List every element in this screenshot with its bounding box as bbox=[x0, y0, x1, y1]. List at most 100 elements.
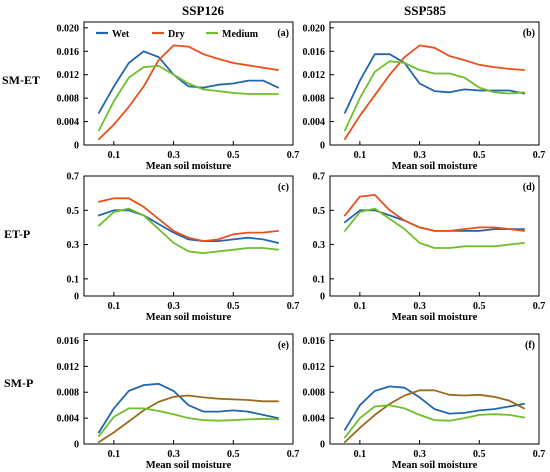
panel-c-series-medium bbox=[98, 207, 280, 255]
panel-d-x-tick-label: 0.7 bbox=[533, 301, 546, 312]
panel-a-x-tick-label: 0.5 bbox=[227, 150, 240, 161]
panel-b-x-tick-label: 0.7 bbox=[533, 150, 546, 161]
panel-e-y-tick-label: 0 bbox=[74, 440, 79, 451]
row-label-sm-p: SM-P bbox=[4, 376, 33, 390]
panel-d-y-tick-label: 0.1 bbox=[313, 274, 326, 285]
panel-b-y-tick-label: 0.012 bbox=[303, 70, 326, 81]
panel-e: 0.1 0.3 0.5 0.7 0 0.004 0.008 0.012 0.016 Mean so… bbox=[57, 333, 300, 471]
panel-d-x-tick-label: 0.3 bbox=[413, 301, 426, 312]
panel-d-x-tick-label: 0.5 bbox=[473, 301, 486, 312]
panel-f-y-tick-label: 0.016 bbox=[303, 336, 326, 347]
panel-a-series-dry bbox=[98, 44, 280, 141]
panel-a-y-tick-label: 0.008 bbox=[57, 94, 80, 105]
panel-f-y-tick-label: 0 bbox=[320, 440, 325, 451]
panel-b-series-dry bbox=[343, 44, 525, 141]
panel-b-series-wet bbox=[343, 53, 525, 114]
panel-f-series-dry bbox=[343, 389, 525, 444]
column-title-ssp585: SSP585 bbox=[404, 3, 446, 18]
panel-b-x-tick-label: 0.3 bbox=[413, 150, 426, 161]
panel-c-x-tick-label: 0.3 bbox=[167, 301, 180, 312]
panel-a-y-tick-label: 0.004 bbox=[57, 117, 80, 128]
panel-b-y-tick-label: 0.016 bbox=[303, 47, 326, 58]
legend-label-dry: Dry bbox=[168, 29, 185, 40]
panel-f-x-tick-label: 0.7 bbox=[533, 449, 546, 460]
panel-b-y-tick-label: 0.020 bbox=[303, 23, 326, 34]
panel-c-x-tick-label: 0.7 bbox=[287, 301, 300, 312]
panel-d-x-tick-label: 0.1 bbox=[354, 301, 367, 312]
panel-a-series-wet bbox=[98, 50, 280, 114]
panel-c-y-tick-label: 0.3 bbox=[67, 240, 80, 251]
panel-a-x-tick-label: 0.3 bbox=[167, 150, 180, 161]
panel-a-x-tick-label: 0.1 bbox=[108, 150, 121, 161]
panel-a-x-axis-label: Mean soil moisture bbox=[146, 161, 232, 172]
panel-e-series-medium bbox=[98, 407, 280, 438]
panel-e-y-tick-label: 0.016 bbox=[57, 336, 80, 347]
legend-label-wet: Wet bbox=[112, 29, 130, 40]
panel-c: 0.1 0.3 0.5 0.7 0 0.1 0.3 0.5 0.7 Mean soil moist… bbox=[67, 172, 300, 324]
panel-d-series-medium bbox=[343, 207, 525, 249]
panel-f-x-tick-label: 0.1 bbox=[354, 449, 367, 460]
panel-a-y-tick-label: 0 bbox=[74, 141, 79, 152]
panel-c-y-tick-label: 0.1 bbox=[67, 274, 80, 285]
panel-a-y-tick-label: 0.012 bbox=[57, 70, 80, 81]
panel-c-tag: (c) bbox=[278, 182, 289, 193]
panel-d-y-tick-label: 0 bbox=[320, 292, 325, 303]
panel-d-y-tick-label: 0.3 bbox=[313, 240, 326, 251]
panel-b-y-tick-label: 0.008 bbox=[303, 94, 326, 105]
panel-d: 0.1 0.3 0.5 0.7 0 0.1 0.3 0.5 0.7 Mean soil moist… bbox=[313, 172, 546, 324]
panel-b-y-tick-label: 0.004 bbox=[303, 117, 326, 128]
panel-e-y-tick-label: 0.008 bbox=[57, 388, 80, 399]
panel-f-x-tick-label: 0.5 bbox=[473, 449, 486, 460]
legend: Wet Dry Medium bbox=[96, 29, 259, 40]
panel-e-frame bbox=[83, 333, 294, 445]
panel-b-x-tick-label: 0.5 bbox=[473, 150, 486, 161]
panel-c-x-tick-label: 0.1 bbox=[108, 301, 121, 312]
panel-f-y-tick-label: 0.012 bbox=[303, 362, 326, 373]
panel-b-frame bbox=[329, 21, 540, 146]
panel-b-tag: (b) bbox=[523, 28, 535, 39]
row-label-sm-et: SM-ET bbox=[2, 73, 40, 87]
panel-b-x-axis-label: Mean soil moisture bbox=[392, 161, 478, 172]
panel-c-x-axis-label: Mean soil moisture bbox=[146, 312, 232, 323]
panel-e-y-tick-label: 0.012 bbox=[57, 362, 80, 373]
panel-d-y-tick-label: 0.5 bbox=[313, 206, 326, 217]
panel-e-tag: (e) bbox=[278, 340, 289, 351]
panel-c-y-tick-label: 0 bbox=[74, 292, 79, 303]
panel-a-tag: (a) bbox=[277, 28, 289, 39]
panel-b-y-tick-label: 0 bbox=[320, 141, 325, 152]
panel-f-tag: (f) bbox=[525, 340, 535, 351]
panel-c-x-tick-label: 0.5 bbox=[227, 301, 240, 312]
panel-c-series-dry bbox=[98, 197, 280, 243]
panel-e-x-tick-label: 0.3 bbox=[167, 449, 180, 460]
panel-b-series-medium bbox=[343, 60, 525, 132]
panel-b: 0.1 0.3 0.5 0.7 0 0.004 0.008 0.012 0.016 0.020 Me… bbox=[303, 21, 546, 172]
panel-e-series-wet bbox=[98, 382, 280, 434]
panel-b-x-tick-label: 0.1 bbox=[354, 150, 367, 161]
panel-d-series-dry bbox=[343, 193, 525, 232]
panel-f-frame bbox=[329, 333, 540, 445]
panel-a-frame bbox=[83, 21, 294, 146]
panel-a: 0.1 0.3 0.5 0.7 0 0.004 0.008 0.012 0.016 0.020 Me… bbox=[57, 21, 300, 172]
panel-f: 0.1 0.3 0.5 0.7 0 0.004 0.008 0.012 0.016 Mean so… bbox=[303, 333, 546, 471]
panel-a-y-tick-label: 0.016 bbox=[57, 47, 80, 58]
panel-e-y-tick-label: 0.004 bbox=[57, 414, 80, 425]
panel-f-x-tick-label: 0.3 bbox=[413, 449, 426, 460]
panel-c-frame bbox=[83, 175, 294, 297]
panel-d-frame bbox=[329, 175, 540, 297]
panel-f-series-medium bbox=[343, 404, 525, 439]
panel-a-series-medium bbox=[98, 65, 280, 132]
panel-f-series-wet bbox=[343, 385, 525, 431]
panel-e-x-tick-label: 0.7 bbox=[287, 449, 300, 460]
panel-c-series-wet bbox=[98, 209, 280, 244]
panel-c-y-tick-label: 0.5 bbox=[67, 206, 80, 217]
panel-d-y-tick-label: 0.7 bbox=[313, 172, 326, 183]
column-title-ssp126: SSP126 bbox=[182, 3, 224, 18]
panel-a-x-tick-label: 0.7 bbox=[287, 150, 300, 161]
panel-f-x-axis-label: Mean soil moisture bbox=[392, 460, 478, 471]
panel-e-series-dry bbox=[98, 394, 280, 444]
panel-f-y-tick-label: 0.004 bbox=[303, 414, 326, 425]
panel-c-y-tick-label: 0.7 bbox=[67, 172, 80, 183]
panel-e-x-tick-label: 0.1 bbox=[108, 449, 121, 460]
legend-label-medium: Medium bbox=[222, 29, 259, 40]
